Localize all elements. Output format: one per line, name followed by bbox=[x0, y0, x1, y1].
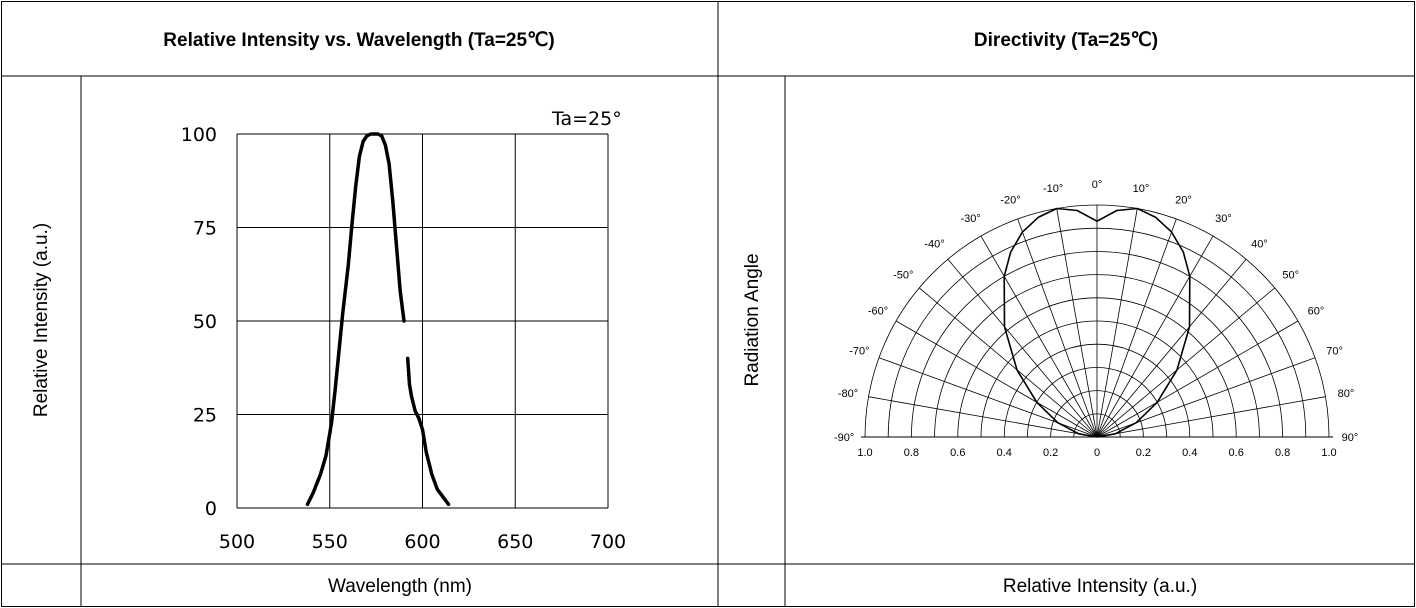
radial-tick-label: 0.4 bbox=[997, 447, 1012, 459]
angle-tick-label: -90° bbox=[834, 432, 854, 444]
spectrum-annotation: Ta=25° bbox=[551, 108, 622, 130]
radial-tick-label: 1.0 bbox=[857, 447, 872, 459]
polar-spoke bbox=[868, 396, 1098, 438]
radial-tick-label: 0.6 bbox=[950, 447, 965, 459]
angle-tick-label: 40° bbox=[1251, 238, 1268, 250]
angle-tick-label: -70° bbox=[849, 346, 869, 358]
polar-spoke bbox=[1096, 259, 1247, 438]
x-tick-label: 650 bbox=[497, 531, 533, 553]
polar-spoke bbox=[1017, 218, 1098, 438]
x-tick-label: 500 bbox=[219, 531, 255, 553]
angle-tick-label: 60° bbox=[1308, 306, 1325, 318]
spectrum-chart: 500 550 600 650 700 0 25 50 75 100 bbox=[181, 124, 626, 553]
y-tick-label: 100 bbox=[181, 124, 217, 146]
angle-tick-label: 80° bbox=[1338, 388, 1355, 400]
y-tick-label: 25 bbox=[193, 405, 217, 427]
left-xlabel: Wavelength (nm) bbox=[328, 576, 472, 597]
directivity-chart: -90° -80° -70° -60° -50° -40° -30° -20° -10° 0° 10… bbox=[834, 179, 1358, 459]
x-tick-label: 550 bbox=[312, 531, 348, 553]
polar-spoke bbox=[1096, 218, 1177, 438]
radial-tick-label: 0.8 bbox=[1275, 447, 1290, 459]
polar-spoke bbox=[1096, 320, 1299, 438]
polar-spoke bbox=[1096, 208, 1138, 438]
polar-spoke bbox=[947, 259, 1098, 438]
polar-spoke bbox=[1056, 208, 1098, 438]
angle-tick-label: 90° bbox=[1342, 432, 1359, 444]
radial-tick-label: 0.2 bbox=[1136, 447, 1151, 459]
angle-tick-label: -20° bbox=[1000, 194, 1020, 206]
angle-tick-label: -60° bbox=[868, 306, 888, 318]
radial-tick-label: 0 bbox=[1094, 447, 1100, 459]
radial-tick-label: 0.4 bbox=[1182, 447, 1197, 459]
polar-spoke bbox=[895, 320, 1098, 438]
polar-spoke bbox=[919, 287, 1098, 438]
left-header: Relative Intensity vs. Wavelength (Ta=25… bbox=[163, 30, 554, 51]
angle-tick-label: 50° bbox=[1282, 270, 1299, 282]
radial-tick-label: 1.0 bbox=[1321, 447, 1336, 459]
angle-tick-label: 70° bbox=[1326, 346, 1343, 358]
spectrum-line bbox=[405, 356, 451, 507]
polar-spoke bbox=[980, 235, 1098, 438]
angle-tick-label: -30° bbox=[960, 213, 980, 225]
polar-spoke bbox=[1096, 287, 1275, 438]
y-tick-label: 50 bbox=[193, 311, 217, 333]
right-header: Directivity (Ta=25℃) bbox=[974, 30, 1158, 51]
angle-tick-label: -50° bbox=[893, 270, 913, 282]
angle-tick-label: 0° bbox=[1092, 179, 1103, 191]
spectrum-line bbox=[305, 132, 406, 507]
radial-tick-label: 0.6 bbox=[1229, 447, 1244, 459]
y-tick-label: 0 bbox=[205, 498, 217, 520]
right-xlabel: Relative Intensity (a.u.) bbox=[1003, 576, 1197, 597]
y-tick-label: 75 bbox=[193, 218, 217, 240]
angle-tick-label: -10° bbox=[1043, 183, 1063, 195]
radial-tick-label: 0.2 bbox=[1043, 447, 1058, 459]
angle-tick-label: 30° bbox=[1215, 213, 1232, 225]
angle-tick-label: 20° bbox=[1175, 194, 1192, 206]
right-ylabel: Radiation Angle bbox=[742, 253, 763, 386]
radial-tick-label: 0.8 bbox=[904, 447, 919, 459]
angle-tick-label: -80° bbox=[838, 388, 858, 400]
directivity-curve bbox=[1003, 207, 1191, 438]
angle-tick-label: -40° bbox=[924, 238, 944, 250]
angle-tick-label: 10° bbox=[1133, 183, 1150, 195]
polar-spoke bbox=[1096, 235, 1214, 438]
polar-spoke bbox=[1096, 396, 1326, 438]
x-tick-label: 700 bbox=[590, 531, 626, 553]
x-tick-label: 600 bbox=[404, 531, 440, 553]
left-ylabel: Relative Intensity (a.u.) bbox=[31, 223, 52, 417]
